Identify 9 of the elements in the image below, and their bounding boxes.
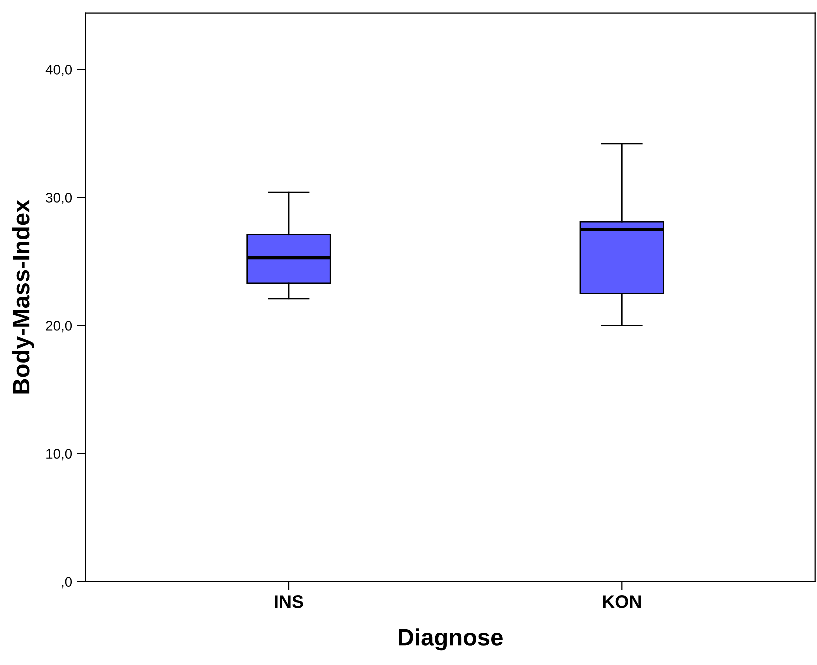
y-tick-label: 30,0 [46, 193, 72, 205]
y-tick-label: ,0 [62, 577, 72, 589]
y-tick-label: 10,0 [46, 449, 72, 461]
y-tick-label: 20,0 [46, 321, 72, 333]
x-tick-label: INS [275, 596, 304, 608]
y-axis-title: Body-Mass-Index [12, 200, 34, 394]
x-tick-label: KON [603, 596, 641, 608]
y-tick-label: 40,0 [46, 64, 72, 76]
x-axis-title: Diagnose [399, 628, 503, 651]
